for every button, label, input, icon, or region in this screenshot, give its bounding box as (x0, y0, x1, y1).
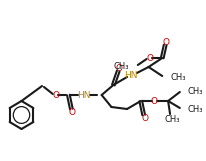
Text: O: O (141, 114, 148, 123)
Text: O: O (52, 90, 59, 99)
Text: CH₃: CH₃ (188, 104, 203, 114)
Text: CH₃: CH₃ (188, 86, 203, 95)
Text: HN: HN (124, 71, 138, 80)
Text: CH₃: CH₃ (114, 62, 129, 71)
Text: CH₃: CH₃ (164, 114, 180, 123)
Text: O: O (116, 63, 123, 72)
Text: HN: HN (77, 90, 91, 99)
Text: O: O (163, 38, 170, 47)
Text: CH₃: CH₃ (170, 72, 186, 81)
Text: O: O (146, 53, 153, 62)
Text: O: O (151, 96, 158, 105)
Text: O: O (69, 108, 76, 117)
